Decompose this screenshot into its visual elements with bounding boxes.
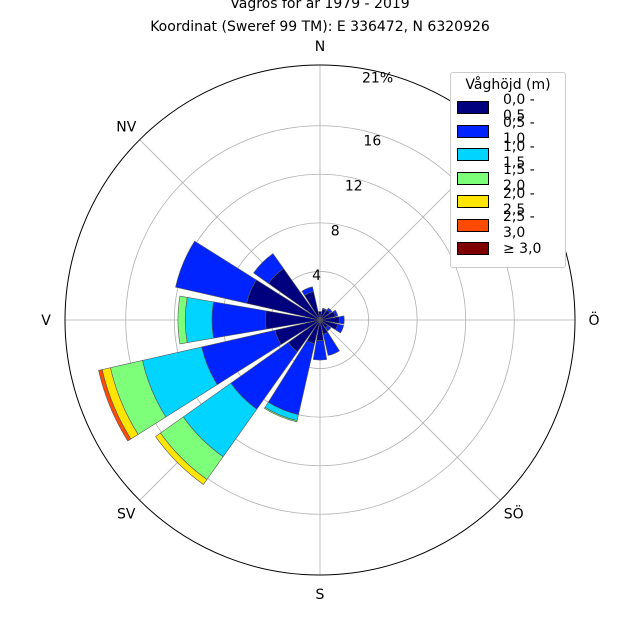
direction-label: NV <box>116 119 136 135</box>
legend-item: 1,0 - 1,5 <box>457 139 559 171</box>
legend-item: 0,0 - 0,5 <box>457 92 559 124</box>
bar-segment <box>332 309 339 317</box>
legend-title: Våghöjd (m) <box>465 77 551 93</box>
legend-label: 0,0 - 0,5 <box>503 91 535 124</box>
bar-segment <box>301 286 314 296</box>
legend-swatch <box>457 101 489 115</box>
radial-tick-label: 12 <box>345 178 363 194</box>
bar-segment <box>175 240 257 304</box>
bar-segment <box>318 311 322 321</box>
radial-tick-label: 16 <box>363 134 381 150</box>
legend-swatch <box>457 148 489 162</box>
legend-item: 0,5 - 1,0 <box>457 115 559 147</box>
bar-segment <box>322 331 340 356</box>
radial-tick-label: 8 <box>331 223 340 239</box>
bar-segment <box>155 432 208 485</box>
bar-segment <box>263 406 298 423</box>
legend-item: 2,5 - 3,0 <box>457 209 559 241</box>
legend-item: 1,5 - 2,0 <box>457 162 559 194</box>
bar-segment <box>253 253 284 284</box>
bar-segment <box>338 315 345 325</box>
legend-label: ≥ 3,0 <box>503 240 542 257</box>
bar-segment <box>184 297 214 343</box>
direction-label: V <box>41 313 51 329</box>
radial-tick-label: 4 <box>312 268 321 284</box>
legend-swatch <box>457 124 489 138</box>
bar-segment <box>98 369 132 442</box>
legend-label: 1,0 - 1,5 <box>503 138 535 171</box>
legend-label: 2,5 - 3,0 <box>503 209 535 242</box>
direction-label: Ö <box>588 311 599 329</box>
direction-label: SV <box>117 507 136 523</box>
chart-title: Vågros för år 1979 - 2019 <box>230 0 410 12</box>
bar-segment <box>325 325 332 332</box>
legend-swatch <box>457 171 489 185</box>
legend-item: 2,0 - 2,5 <box>457 186 559 218</box>
bar-segment <box>326 307 333 314</box>
direction-label: N <box>315 39 325 55</box>
bar-segment <box>312 340 328 361</box>
bar-segment <box>211 301 267 339</box>
legend-swatch <box>457 242 489 256</box>
direction-label: S <box>316 587 325 603</box>
legend-item: ≥ 3,0 <box>457 237 559 261</box>
legend-label: 2,0 - 2,5 <box>503 185 535 218</box>
radial-max-label: 21% <box>362 70 393 86</box>
legend-swatch <box>457 218 489 232</box>
bar-segment <box>177 295 188 345</box>
bar-segment <box>322 307 327 312</box>
legend-label: 0,5 - 1,0 <box>503 115 535 148</box>
legend-label: 1,5 - 2,0 <box>503 162 535 195</box>
outer-circle <box>64 64 576 576</box>
bar-segment <box>335 323 345 334</box>
grid-spoke <box>319 319 501 501</box>
legend-swatch <box>457 195 489 209</box>
chart-subtitle: Koordinat (Sweref 99 TM): E 336472, N 63… <box>150 19 490 35</box>
legend: Våghöjd (m) 0,0 - 0,5 0,5 - 1,0 1,0 - 1,5 1… <box>450 72 566 268</box>
direction-label: SÖ <box>504 505 524 523</box>
